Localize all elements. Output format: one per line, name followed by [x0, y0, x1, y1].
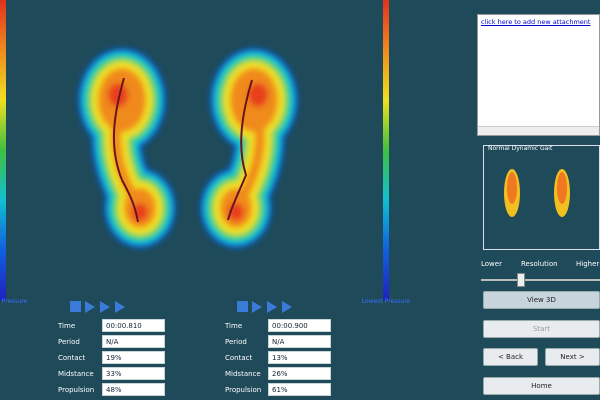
- gait-line: [227, 79, 253, 221]
- slider-thumb[interactable]: [517, 273, 525, 287]
- stop-button[interactable]: [237, 301, 248, 312]
- forward-button[interactable]: [115, 301, 125, 313]
- scrollbar[interactable]: [478, 126, 599, 135]
- stat-value: 26%: [268, 367, 331, 380]
- gait-title: Normal Dynamic Gait: [488, 145, 553, 152]
- gait-panel: Normal Dynamic Gait: [483, 145, 600, 250]
- stat-value: 00:00.900: [268, 319, 331, 332]
- stat-value: N/A: [268, 335, 331, 348]
- play-button[interactable]: [267, 301, 277, 313]
- pressure-zone: [233, 109, 265, 208]
- slider-track: [481, 279, 600, 281]
- start-button[interactable]: Start: [483, 320, 600, 338]
- pressure-scale: [383, 0, 389, 300]
- stat-label: Contact: [225, 354, 253, 362]
- slider-low: Lower: [481, 260, 502, 268]
- play-button[interactable]: [100, 301, 110, 313]
- pressure-peak: [108, 83, 128, 107]
- slider-high: Higher: [576, 260, 600, 268]
- slider-label: Resolution: [521, 260, 558, 268]
- stat-label: Period: [58, 338, 80, 346]
- stat-value: 19%: [102, 351, 165, 364]
- stat-label: Time: [225, 322, 243, 330]
- back-button[interactable]: < Back: [483, 348, 538, 366]
- stat-label: Propulsion: [225, 386, 262, 394]
- stat-label: Period: [225, 338, 247, 346]
- rewind-button[interactable]: [85, 301, 95, 313]
- left-foot: [78, 48, 176, 248]
- pressure-zone: [111, 109, 143, 208]
- gait-thumbnail: [504, 169, 570, 217]
- view-3d-button[interactable]: View 3D: [483, 291, 600, 309]
- stat-value: 33%: [102, 367, 165, 380]
- stat-value: 00:00.810: [102, 319, 165, 332]
- pressure-map: [78, 48, 298, 248]
- attachment-link[interactable]: click here to add new attachment: [481, 18, 591, 26]
- stat-label: Midstance: [225, 370, 261, 378]
- home-button[interactable]: Home: [483, 377, 600, 395]
- attachment-panel: click here to add new attachment: [477, 14, 600, 136]
- stat-value: 13%: [268, 351, 331, 364]
- stat-label: Time: [58, 322, 76, 330]
- stat-value: N/A: [102, 335, 165, 348]
- stop-button[interactable]: [70, 301, 81, 312]
- right-foot: [200, 48, 298, 248]
- legend-label: Lowest Pressure: [361, 298, 411, 305]
- pressure-scale: [0, 0, 6, 300]
- rewind-button[interactable]: [252, 301, 262, 313]
- forward-button[interactable]: [282, 301, 292, 313]
- next-button[interactable]: Next >: [545, 348, 600, 366]
- stat-label: Contact: [58, 354, 86, 362]
- stat-value: 48%: [102, 383, 165, 396]
- stat-label: Midstance: [58, 370, 94, 378]
- stat-label: Propulsion: [58, 386, 95, 394]
- stat-value: 61%: [268, 383, 331, 396]
- pressure-peak: [248, 83, 268, 107]
- legend-label: Lowest Pressure: [0, 298, 28, 305]
- gait-line: [112, 77, 139, 223]
